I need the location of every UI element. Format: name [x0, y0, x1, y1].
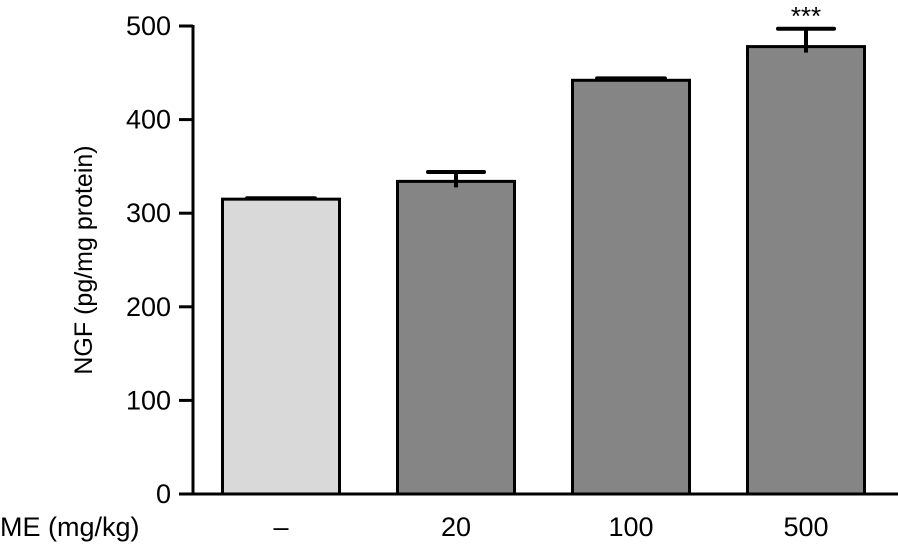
- x-axis-label: ME (mg/kg): [0, 512, 140, 542]
- bar: [221, 197, 341, 496]
- bar: [396, 179, 516, 496]
- x-axis: – 20 100 500: [193, 492, 898, 542]
- y-tick-label: 100: [126, 385, 171, 415]
- x-tick-label: 20: [441, 512, 471, 542]
- y-tick-label: 500: [126, 11, 171, 41]
- bar: [746, 45, 866, 496]
- y-tick-label: 200: [126, 292, 171, 322]
- bars: ***: [221, 1, 866, 496]
- x-tick-label: 100: [608, 512, 653, 542]
- bar: [571, 78, 691, 496]
- y-tick-label: 400: [126, 105, 171, 135]
- significance-label: ***: [791, 1, 821, 31]
- y-axis: 0 100 200 300 400 500: [126, 11, 195, 509]
- y-axis-label: NGF (pg/mg protein): [70, 145, 98, 374]
- x-tick-label: 500: [783, 512, 828, 542]
- y-tick-label: 0: [156, 479, 171, 509]
- y-tick-label: 300: [126, 198, 171, 228]
- x-tick-label: –: [273, 512, 288, 542]
